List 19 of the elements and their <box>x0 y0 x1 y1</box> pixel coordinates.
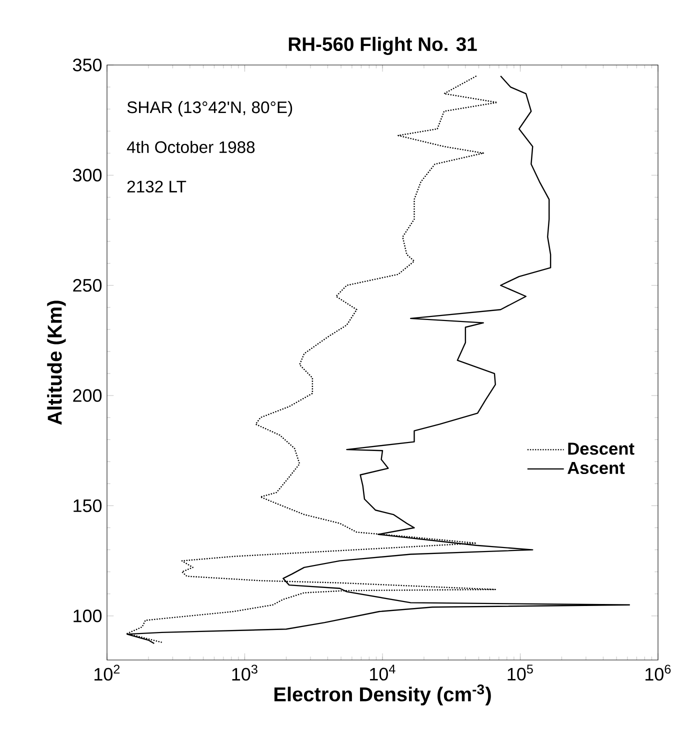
x-tick-label: 10$^{4}$ <box>370 664 396 681</box>
y-tick-label: 200 <box>73 389 102 402</box>
x-tick-label: 10$^{2}$ <box>94 664 120 681</box>
x-axis-title: Electron Density (cm$^{-3}$) <box>274 684 491 706</box>
y-axis-title: Altitude (Km) <box>46 300 66 425</box>
y-tick-label: 250 <box>73 278 102 292</box>
y-tick-label: 100 <box>74 610 102 622</box>
x-tick-label: 10$^{3}$ <box>232 664 258 681</box>
chart-title: RH-560 Flight No. 31 <box>288 36 477 55</box>
y-tick-label: 150 <box>74 499 102 512</box>
x-tick-label: 10$^{5}$ <box>508 664 533 681</box>
x-tick-label: 10$^{6}$ <box>645 664 670 681</box>
annotation: 4th October 1988 <box>126 140 254 154</box>
legend-label: Ascent <box>567 462 625 474</box>
y-tick-label: 350 <box>72 58 102 72</box>
y-tick-label: 300 <box>72 168 102 182</box>
legend-label: Descent <box>568 442 634 455</box>
annotation: SHAR (13°42'N, 80°E) <box>127 100 292 116</box>
annotation: 2132 LT <box>127 180 186 192</box>
